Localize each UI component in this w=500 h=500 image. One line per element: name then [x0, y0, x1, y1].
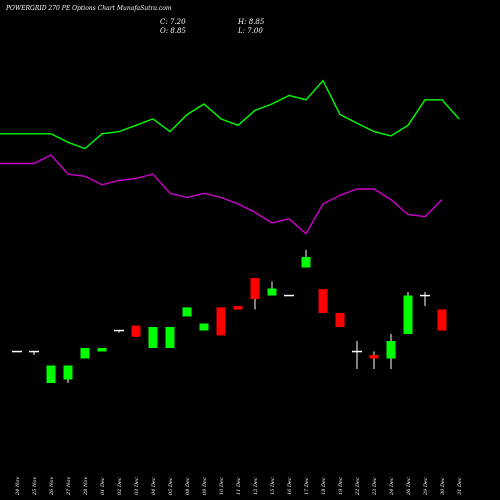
candle-body: [250, 278, 260, 299]
x-tick-label: 23 Dec: [372, 477, 378, 496]
x-tick-label: 25 Nov: [32, 477, 38, 496]
candle-body: [420, 294, 430, 297]
candle-body: [46, 365, 56, 383]
x-tick-label: 31 Dec: [457, 477, 463, 495]
x-tick-label: 15 Dec: [270, 477, 276, 495]
ohlc-readout: C: 7.20 H: 8.85 O: 8.85 L: 7.00: [160, 18, 316, 36]
candle-body: [369, 355, 379, 359]
x-tick-label: 08 Dec: [185, 477, 191, 495]
candle-body: [29, 350, 39, 353]
x-tick-label: 27 Nov: [66, 477, 72, 496]
x-tick-label: 19 Dec: [338, 477, 344, 495]
candle-body: [386, 341, 396, 359]
candle-body: [335, 313, 345, 327]
x-tick-label: 01 Dec: [100, 477, 106, 495]
x-tick-label: 05 Dec: [168, 477, 174, 495]
x-tick-label: 26 Dec: [406, 477, 412, 496]
candle-body: [267, 288, 277, 296]
x-tick-label: 29 Dec: [423, 477, 429, 496]
x-tick-label: 04 Dec: [151, 477, 157, 495]
candle-body: [233, 306, 243, 310]
x-tick-label: 12 Dec: [253, 477, 259, 495]
candle-body: [318, 289, 328, 313]
candle-body: [182, 307, 192, 317]
x-tick-label: 18 Dec: [321, 477, 327, 495]
candle-body: [216, 307, 226, 336]
upper-line-series: [0, 79, 460, 150]
x-tick-label: 16 Dec: [287, 477, 293, 495]
lower-line-series: [0, 154, 443, 235]
x-tick-label: 22 Dec: [355, 477, 361, 496]
x-tick-label: 02 Dec: [117, 477, 123, 495]
candle-body: [148, 327, 158, 348]
candle-body: [352, 350, 362, 353]
x-tick-label: 03 Dec: [134, 477, 140, 495]
x-tick-label: 24 Dec: [389, 477, 395, 496]
x-tick-label: 17 Dec: [304, 477, 310, 495]
candle-body: [165, 327, 175, 348]
candle-body: [114, 329, 124, 332]
close-value: C: 7.20: [160, 18, 186, 26]
candle-body: [199, 323, 209, 331]
candle-body: [284, 294, 294, 297]
candle-body: [12, 350, 22, 353]
x-tick-label: 10 Dec: [219, 477, 225, 495]
x-tick-label: 28 Nov: [83, 477, 89, 496]
chart-title: POWERGRID 270 PE Options Chart MunafaSut…: [6, 5, 172, 12]
low-value: L: 7.00: [238, 27, 263, 35]
x-tick-label: 24 Nov: [15, 477, 21, 496]
candle-body: [80, 348, 90, 359]
x-tick-label: 30 Dec: [440, 477, 446, 495]
candle-body: [63, 365, 73, 380]
candle-body: [131, 325, 141, 337]
candle-body: [403, 295, 413, 334]
candle-body: [301, 257, 311, 268]
x-tick-label: 11 Dec: [236, 477, 242, 495]
open-value: O: 8.85: [160, 27, 186, 35]
candle-body: [97, 348, 107, 352]
x-tick-label: 09 Dec: [202, 477, 208, 495]
high-value: H: 8.85: [238, 18, 265, 26]
x-tick-label: 26 Nov: [49, 477, 55, 496]
candle-body: [437, 309, 447, 331]
